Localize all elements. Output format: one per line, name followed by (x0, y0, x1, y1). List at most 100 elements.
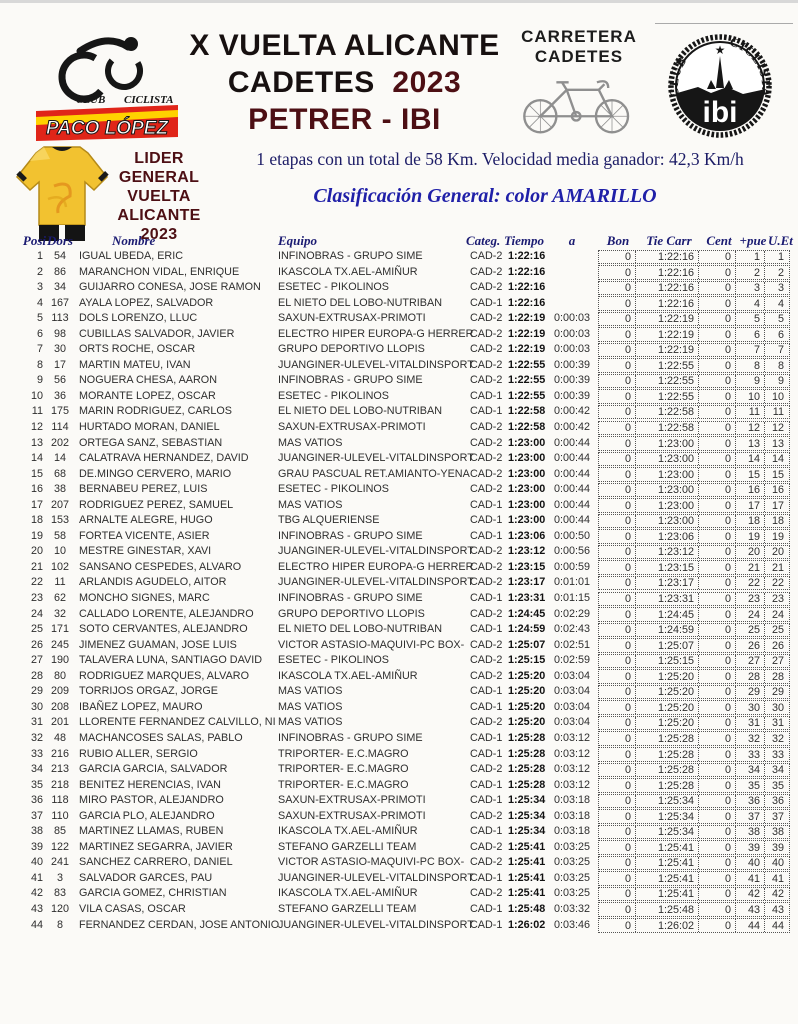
cell-race-time: 1:22:19 (635, 328, 698, 341)
cell-team: GRUPO DEPORTIVO LLOPIS (278, 343, 425, 356)
cell-stage-pos: 6 (764, 328, 788, 341)
cell-race-time: 1:25:28 (635, 763, 698, 777)
cell-gap: 0:00:56 (553, 545, 591, 558)
cell-position: 14 (30, 452, 43, 465)
cell-rider-name: DE.MINGO CERVERO, MARIO (79, 467, 232, 480)
cell-position: 34 (30, 763, 43, 776)
cell-points-pos: 31 (735, 716, 764, 730)
cell-cent: 0 (698, 685, 735, 699)
cell-stage-pos: 3 (764, 281, 788, 295)
cell-points-pos: 6 (735, 328, 764, 341)
cell-dorsal: 110 (51, 809, 69, 822)
cell-bonus: 0 (624, 577, 631, 590)
cell-bonus: 0 (624, 732, 631, 745)
cell-time: 1:23:00 (508, 498, 546, 511)
cell-bonus: 0 (624, 484, 631, 497)
cell-dorsal: 167 (50, 296, 69, 309)
cell-points-pos: 35 (735, 779, 764, 792)
cell-category: CAD-2 (470, 716, 503, 729)
cell-stage-pos: 26 (764, 639, 788, 652)
cell-rider-name: CUBILLAS SALVADOR, JAVIER (79, 327, 235, 340)
cell-race-time: 1:23:17 (635, 576, 698, 590)
cell-category: CAD-2 (470, 887, 503, 900)
cell-position: 4 (36, 296, 43, 309)
cell-race-time: 1:22:55 (635, 374, 698, 388)
cell-team: MAS VATIOS (278, 716, 343, 729)
stage-detail-grid: 0 1:25:20 0 30 30 (598, 700, 790, 715)
cell-team: EL NIETO DEL LOBO-NUTRIBAN (278, 296, 442, 309)
table-row: 30 208 IBAÑEZ LOPEZ, MAURO MAS VATIOS CA… (0, 700, 798, 716)
table-row: 11 175 MARIN RODRIGUEZ, CARLOS EL NIETO … (0, 404, 798, 420)
cell-bonus: 0 (624, 764, 631, 777)
cell-cent: 0 (698, 779, 735, 792)
cell-position: 21 (30, 560, 43, 573)
cell-rider-name: MARANCHON VIDAL, ENRIQUE (79, 265, 240, 278)
cell-stage-pos: 34 (764, 763, 788, 777)
table-row: 28 80 RODRIGUEZ MARQUES, ALVARO IKASCOLA… (0, 669, 798, 685)
cell-dorsal: 56 (53, 374, 66, 387)
cell-cent: 0 (698, 825, 735, 839)
cell-stage-pos: 10 (764, 390, 788, 403)
cell-category: CAD-2 (470, 669, 503, 682)
cell-race-time: 1:25:41 (635, 872, 698, 885)
cell-points-pos: 33 (735, 748, 764, 761)
cell-stage-pos: 19 (764, 530, 788, 543)
cell-gap (548, 296, 596, 312)
cell-gap: 0:00:44 (553, 452, 591, 465)
stage-detail-grid: 0 1:23:06 0 19 19 (598, 529, 790, 544)
cell-cent: 0 (698, 421, 735, 435)
cell-position: 25 (30, 623, 43, 636)
cell-team: TRIPORTER- E.C.MAGRO (278, 747, 409, 760)
stage-detail-grid: 0 1:22:16 0 3 3 (598, 280, 790, 296)
table-header: Posi Dors Nombre Equipo Categ. Tiempo a … (0, 233, 798, 250)
cell-points-pos: 36 (735, 794, 764, 808)
cell-points-pos: 39 (735, 841, 764, 854)
cell-bonus: 0 (624, 499, 631, 512)
cell-dorsal: 36 (53, 389, 66, 402)
cell-cent: 0 (698, 887, 735, 901)
cell-points-pos: 2 (735, 266, 764, 279)
cell-bonus: 0 (624, 422, 631, 435)
cell-position: 22 (30, 576, 43, 589)
cell-gap: 0:03:12 (553, 747, 591, 760)
cell-cent: 0 (698, 483, 735, 497)
cell-gap: 0:02:43 (553, 623, 591, 636)
table-row: 16 38 BERNABEU PEREZ, LUIS ESETEC - PIKO… (0, 482, 798, 498)
cell-category: CAD-2 (470, 327, 503, 340)
cell-stage-pos: 41 (764, 872, 788, 885)
table-row: 23 62 MONCHO SIGNES, MARC INFINOBRAS - G… (0, 591, 798, 607)
table-row: 42 83 GARCIA GOMEZ, CHRISTIAN IKASCOLA T… (0, 886, 798, 902)
cell-race-time: 1:25:34 (635, 810, 698, 823)
cell-points-pos: 4 (735, 297, 764, 310)
cell-rider-name: MACHANCOSES SALAS, PABLO (79, 731, 243, 744)
cell-points-pos: 44 (735, 919, 764, 932)
cell-category: CAD-2 (470, 560, 503, 573)
cell-points-pos: 7 (735, 343, 764, 357)
cell-position: 27 (30, 654, 43, 667)
table-row: 20 10 MESTRE GINESTAR, XAVI JUANGINER-UL… (0, 544, 798, 560)
table-row: 36 118 MIRO PASTOR, ALEJANDRO SAXUN-EXTR… (0, 793, 798, 809)
cell-rider-name: NOGUERA CHESA, AARON (79, 374, 217, 387)
cell-race-time: 1:22:19 (635, 343, 698, 357)
cell-team: INFINOBRAS - GRUPO SIME (278, 250, 423, 262)
cell-dorsal: 85 (53, 825, 66, 838)
cell-bonus: 0 (624, 593, 631, 606)
cell-stage-pos: 7 (764, 343, 788, 357)
cell-race-time: 1:22:58 (635, 405, 698, 419)
table-row: 24 32 CALLADO LORENTE, ALEJANDRO GRUPO D… (0, 607, 798, 623)
cell-rider-name: VILA CASAS, OSCAR (79, 902, 186, 915)
cell-race-time: 1:25:20 (635, 701, 698, 714)
stage-detail-grid: 0 1:25:41 0 40 40 (598, 855, 790, 871)
cell-dorsal: 175 (50, 405, 69, 418)
cell-team: ESETEC - PIKOLINOS (278, 483, 389, 496)
cell-stage-pos: 5 (764, 312, 788, 326)
cell-cent: 0 (698, 701, 735, 714)
cell-position: 12 (30, 421, 43, 434)
cell-gap: 0:03:04 (553, 685, 591, 698)
cell-time: 1:22:55 (508, 358, 546, 371)
cell-category: CAD-2 (470, 250, 503, 262)
cell-team: TRIPORTER- E.C.MAGRO (278, 763, 409, 776)
cell-gap: 0:03:12 (553, 763, 591, 776)
cell-stage-pos: 32 (764, 732, 788, 745)
